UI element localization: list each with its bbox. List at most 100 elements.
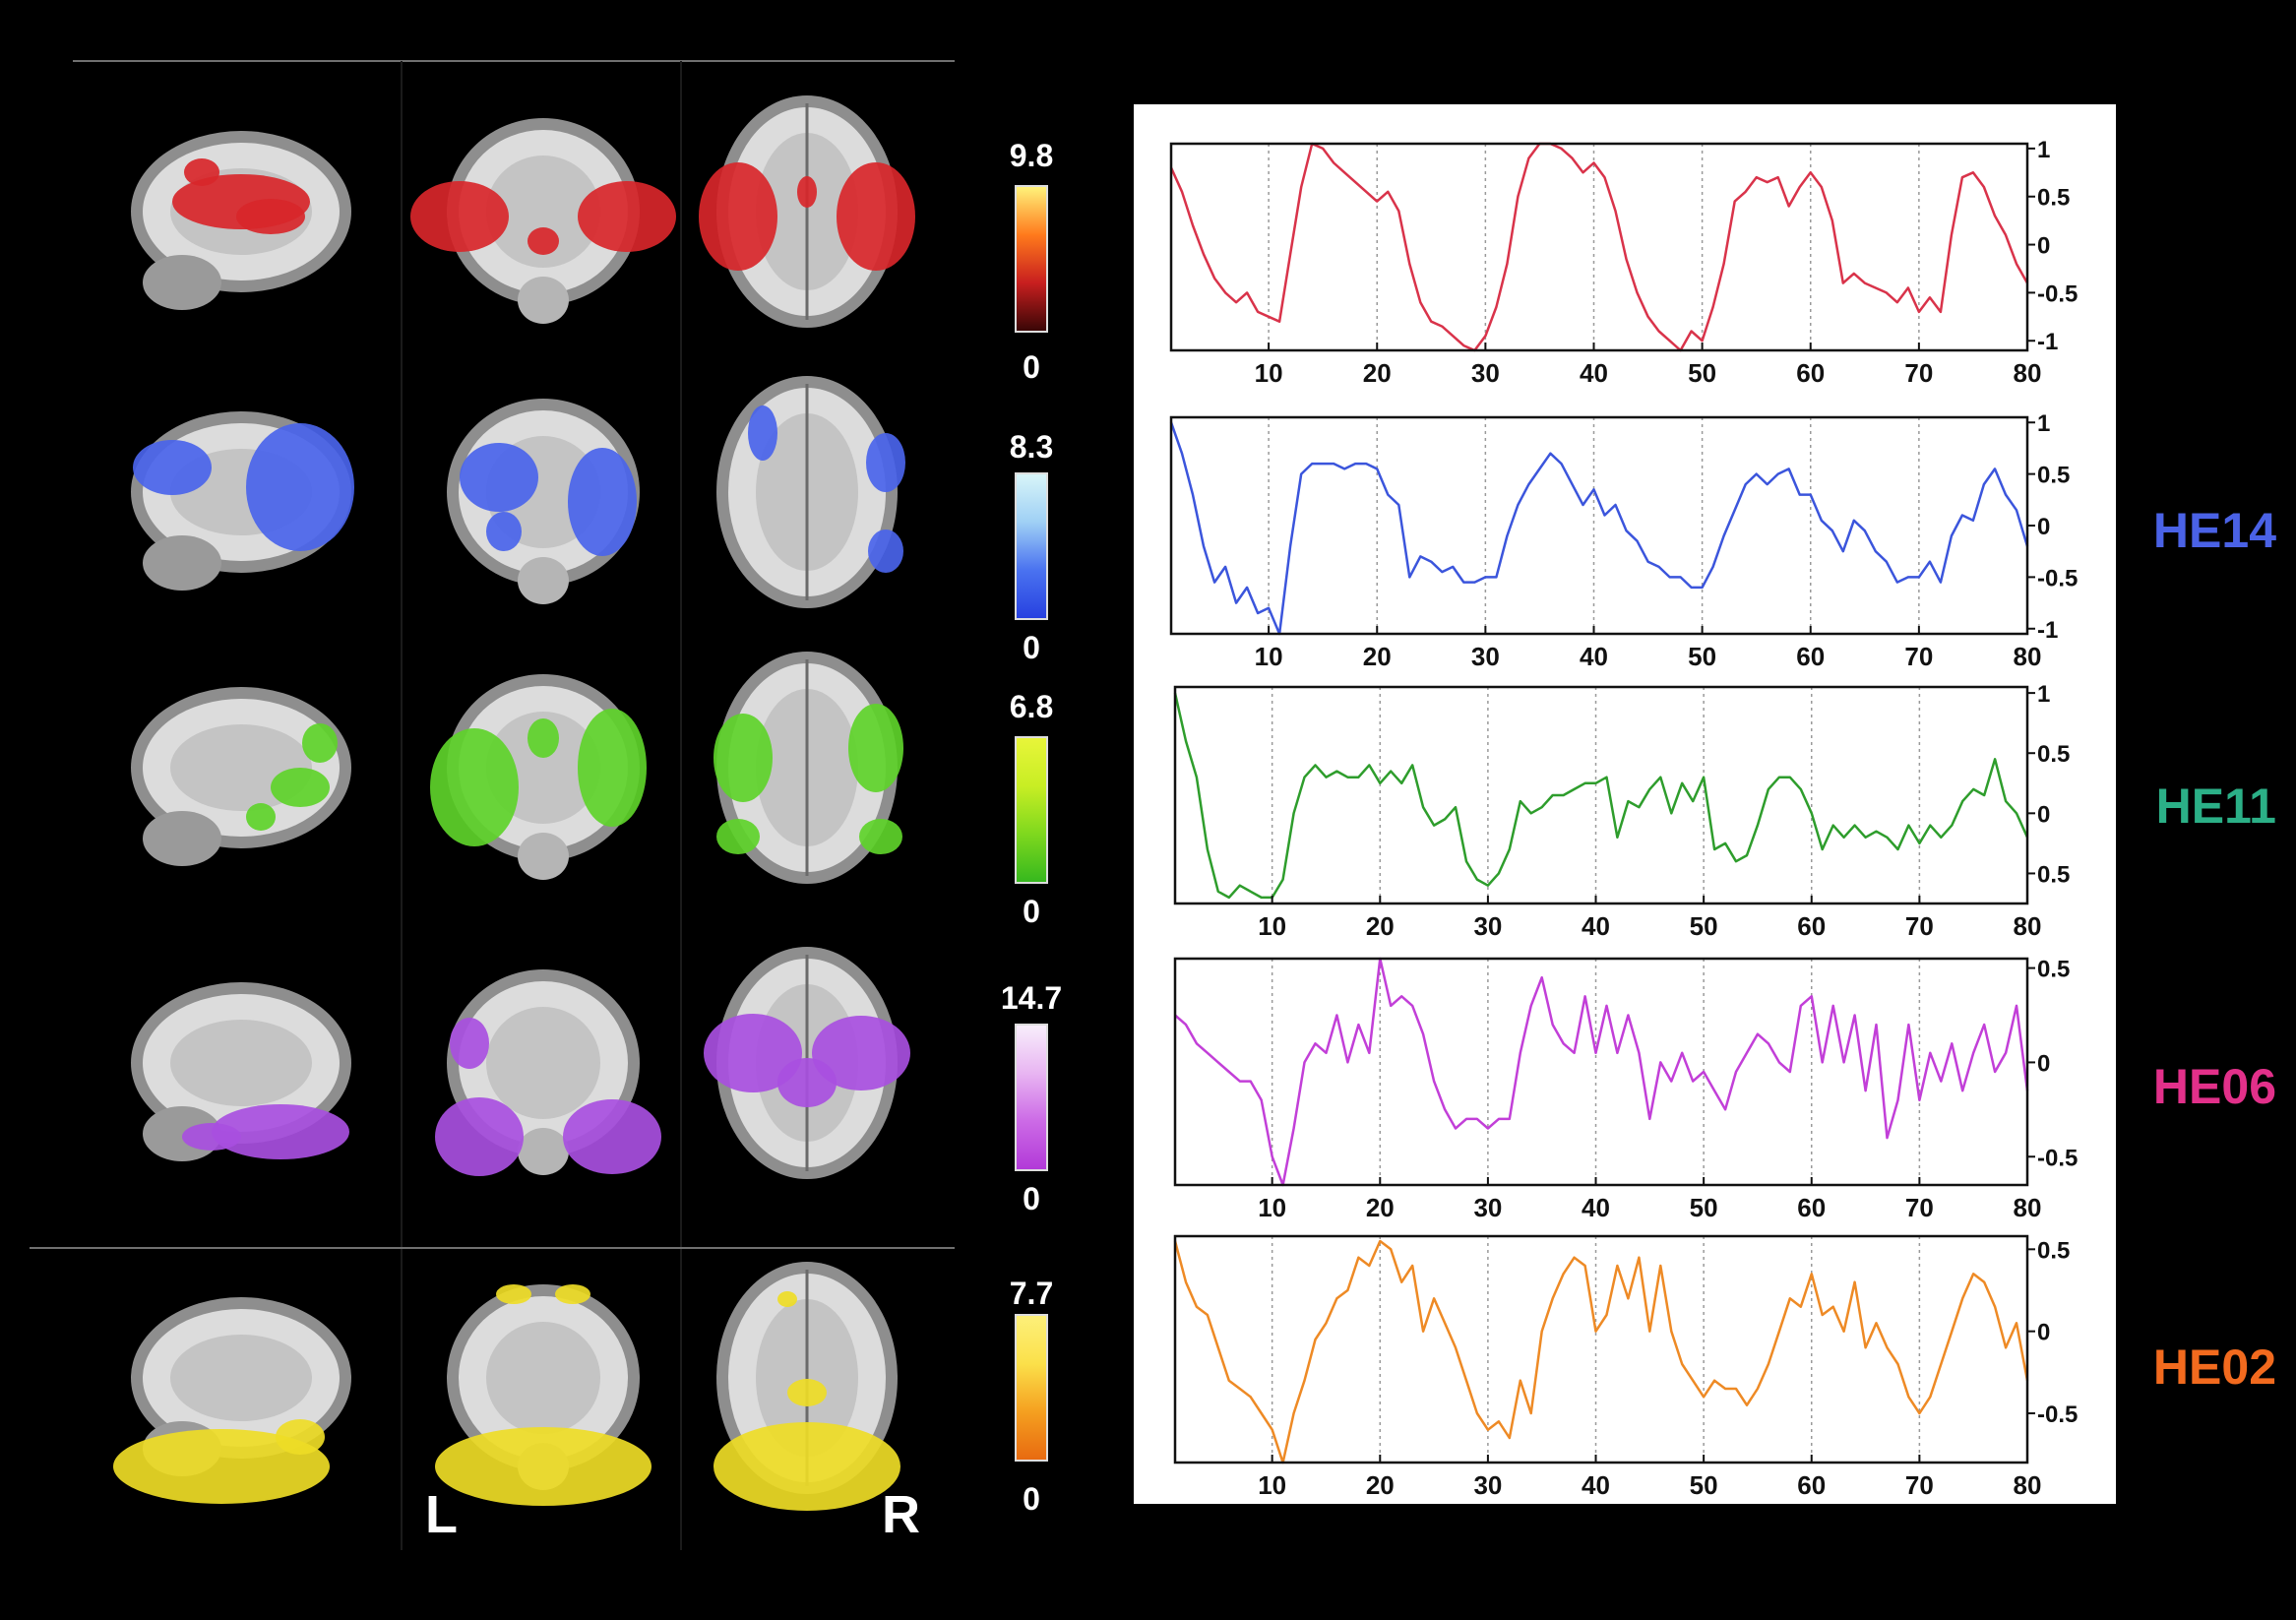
- x-tick-label: 10: [1258, 1470, 1286, 1500]
- x-tick-label: 30: [1473, 1193, 1502, 1222]
- plot-frame: [1173, 1234, 2029, 1464]
- plot-frame: [1169, 415, 2029, 636]
- x-tick-label: 70: [1905, 1470, 1934, 1500]
- y-tick-label: -0.5: [2037, 565, 2078, 592]
- y-tick-label: 0.5: [2037, 463, 2070, 489]
- y-tick-label: 0: [2037, 1320, 2050, 1346]
- y-tick-label: 1: [2037, 137, 2050, 163]
- activation-blob: [699, 162, 777, 271]
- scale-min-label: 0: [1023, 1181, 1040, 1216]
- activation-blob: [410, 181, 509, 252]
- brain-slice-coronal: [430, 674, 647, 880]
- x-tick-label: 20: [1363, 642, 1392, 671]
- y-tick-label: 0.5: [2037, 957, 2070, 983]
- activation-blob: [184, 158, 219, 186]
- timecourse-chart: 10 20 30 40 50 60 70 80 -0.5 0 0.5: [1173, 957, 2078, 1222]
- activation-blob: [496, 1284, 531, 1304]
- y-tick-label: 1: [2037, 410, 2050, 437]
- activation-blob: [246, 803, 276, 831]
- scale-max-label: 6.8: [1009, 689, 1054, 724]
- activation-blob: [527, 718, 559, 758]
- activation-blob: [568, 448, 637, 556]
- colorbar: [1015, 1314, 1048, 1462]
- activation-blob: [271, 768, 330, 807]
- x-tick-label: 60: [1796, 358, 1825, 388]
- plot-frame: [1169, 142, 2029, 352]
- y-tick-label: 0.5: [2037, 1237, 2070, 1264]
- x-tick-label: 10: [1255, 358, 1283, 388]
- timecourse-line: [1174, 957, 2029, 1187]
- activation-blob: [236, 199, 305, 234]
- x-tick-label: 10: [1258, 911, 1286, 941]
- timecourse-chart: 10 20 30 40 50 60 70 80-1 -0.5 0 0.5 1: [1169, 410, 2078, 671]
- brain-slice-coronal: [435, 1284, 652, 1506]
- activation-blob: [578, 709, 647, 827]
- x-tick-label: 50: [1690, 1193, 1718, 1222]
- x-tick-label: 60: [1796, 642, 1825, 671]
- x-tick-label: 70: [1905, 911, 1934, 941]
- timecourse-chart: 10 20 30 40 50 60 70 80 0.5 0 0.5 1: [1173, 681, 2070, 941]
- x-tick-label: 40: [1582, 911, 1610, 941]
- x-tick-label: 10: [1258, 1193, 1286, 1222]
- x-tick-label: 20: [1366, 911, 1395, 941]
- x-tick-label: 20: [1366, 1470, 1395, 1500]
- activation-blob: [837, 162, 915, 271]
- component-label: HE14: [2152, 503, 2276, 558]
- y-tick-label: 0: [2037, 1050, 2050, 1077]
- scale-max-label: 9.8: [1009, 138, 1054, 173]
- y-tick-label: -0.5: [2037, 1402, 2078, 1428]
- y-tick-label: 0: [2037, 514, 2050, 540]
- activation-blob: [578, 181, 676, 252]
- brain-slice-coronal: [435, 969, 661, 1176]
- timecourse-line: [1173, 692, 2029, 900]
- scale-min-label: 0: [1023, 1481, 1040, 1517]
- component-label: HE02: [2152, 1340, 2276, 1395]
- brain-slice-axial: [699, 95, 915, 328]
- x-tick-label: 80: [2014, 911, 2042, 941]
- y-tick-label: -0.5: [2037, 280, 2078, 307]
- plot-frame: [1173, 957, 2029, 1187]
- x-tick-label: 80: [2014, 358, 2042, 388]
- component-label: HE11: [2155, 779, 2276, 834]
- x-tick-label: 80: [2014, 1470, 2042, 1500]
- x-tick-label: 10: [1255, 642, 1283, 671]
- activation-blob: [714, 1422, 900, 1511]
- x-tick-label: 70: [1904, 358, 1933, 388]
- activation-blob: [430, 728, 519, 846]
- x-tick-label: 50: [1690, 1470, 1718, 1500]
- activation-blob: [777, 1291, 797, 1307]
- x-tick-label: 60: [1797, 1470, 1826, 1500]
- activation-blob: [748, 405, 777, 461]
- plot-frame: [1173, 685, 2029, 905]
- activation-blob: [555, 1284, 590, 1304]
- left-orientation-label: L: [425, 1485, 458, 1544]
- brain-slice-sagittal: [131, 687, 351, 866]
- colorbar: [1015, 185, 1048, 333]
- activation-blob: [787, 1379, 827, 1406]
- right-orientation-label: R: [882, 1485, 920, 1544]
- activation-blob: [212, 1104, 349, 1159]
- colorbar: [1015, 472, 1048, 620]
- y-tick-label: 0.5: [2037, 185, 2070, 212]
- timecourse-line: [1169, 142, 2029, 352]
- activation-blob: [133, 440, 212, 495]
- activation-blob: [859, 819, 902, 854]
- y-tick-label: 0: [2037, 801, 2050, 828]
- activation-blob: [866, 433, 905, 492]
- brain-slice-axial: [714, 1262, 900, 1511]
- activation-blob: [777, 1058, 837, 1107]
- activation-blob: [113, 1429, 330, 1504]
- x-tick-label: 60: [1797, 1193, 1826, 1222]
- brain-slice-axial: [716, 376, 905, 608]
- x-tick-label: 70: [1904, 642, 1933, 671]
- colorbar: [1015, 736, 1048, 884]
- brain-slice-coronal: [410, 118, 676, 324]
- activation-blob: [704, 1014, 802, 1092]
- activation-blob: [527, 227, 559, 255]
- scale-max-label: 8.3: [1009, 429, 1054, 465]
- component-label: HE06: [2152, 1059, 2276, 1114]
- scale-max-label: 14.7: [1000, 980, 1063, 1016]
- x-tick-label: 20: [1366, 1193, 1395, 1222]
- x-tick-label: 70: [1905, 1193, 1934, 1222]
